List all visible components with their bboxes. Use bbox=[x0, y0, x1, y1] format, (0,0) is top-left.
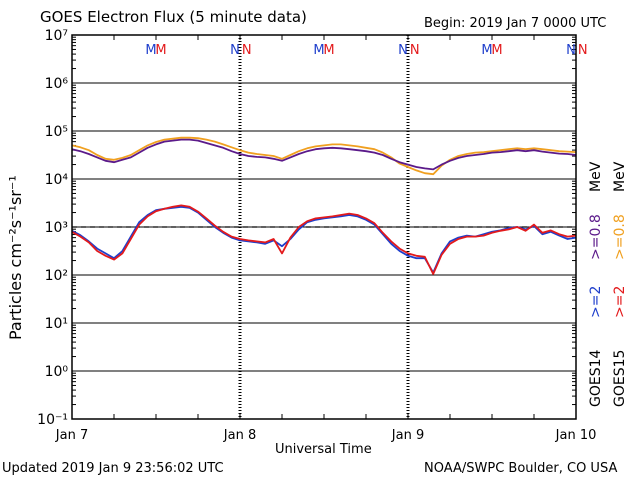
begin-timestamp: Begin: 2019 Jan 7 0000 UTC bbox=[424, 16, 607, 31]
updated-timestamp: Updated 2019 Jan 9 23:56:02 UTC bbox=[2, 461, 224, 476]
y-axis-label: Particles cm⁻²s⁻¹sr⁻¹ bbox=[6, 175, 25, 340]
series-line-goes14-2-mev bbox=[71, 205, 577, 274]
y-tick-label: 10² bbox=[45, 268, 68, 284]
series-layer bbox=[71, 136, 577, 275]
series-line-goes15-2-mev bbox=[71, 204, 577, 275]
series-line-goes15-0-8-mev bbox=[71, 136, 577, 176]
legend-goes14-ge08: >=0.8 bbox=[588, 214, 604, 260]
local-time-marker: N bbox=[242, 43, 252, 58]
chart-title: GOES Electron Flux (5 minute data) bbox=[40, 8, 307, 26]
local-time-marker: N bbox=[230, 43, 240, 58]
series-line-goes14-0-8-mev bbox=[71, 138, 577, 171]
x-axis-label: Universal Time bbox=[275, 442, 372, 457]
x-tick-label: Jan 10 bbox=[555, 428, 597, 443]
local-time-marker: M bbox=[313, 43, 324, 58]
local-time-marker: N bbox=[398, 43, 408, 58]
y-tick-label: 10⁷ bbox=[45, 28, 68, 44]
data-source: NOAA/SWPC Boulder, CO USA bbox=[424, 461, 618, 476]
local-time-marker: M bbox=[481, 43, 492, 58]
y-tick-label: 10⁶ bbox=[45, 76, 69, 92]
legend-goes15-ge2: >=2 bbox=[612, 285, 628, 318]
local-time-marker: N bbox=[578, 43, 588, 58]
local-time-marker: M bbox=[155, 43, 166, 58]
x-tick-label: Jan 9 bbox=[391, 428, 424, 443]
local-time-marker: N bbox=[566, 43, 576, 58]
y-tick-label: 10⁰ bbox=[45, 364, 69, 380]
y-tick-label: 10³ bbox=[45, 220, 68, 236]
x-tick-label: Jan 7 bbox=[55, 428, 88, 443]
legend-goes15-ge08: >=0.8 bbox=[612, 214, 628, 260]
legend-goes15: GOES15 bbox=[612, 349, 628, 407]
x-tick-label: Jan 8 bbox=[223, 428, 256, 443]
grid-layer bbox=[72, 35, 576, 419]
marker-layer: MM N N MM N N MM N N bbox=[145, 43, 587, 58]
y-tick-label: 10⁴ bbox=[45, 172, 69, 188]
y-tick-label: 10¹ bbox=[45, 316, 68, 332]
local-time-marker: M bbox=[323, 43, 334, 58]
y-tick-label: 10⁵ bbox=[45, 124, 68, 140]
legend-mev-b: MeV bbox=[612, 161, 628, 192]
legend-goes14-ge2: >=2 bbox=[588, 285, 604, 318]
y-tick-label: 10⁻¹ bbox=[37, 412, 68, 428]
local-time-marker: N bbox=[410, 43, 420, 58]
legend-mev-a: MeV bbox=[588, 161, 604, 192]
local-time-marker: M bbox=[145, 43, 156, 58]
local-time-marker: M bbox=[491, 43, 502, 58]
plot-frame bbox=[71, 34, 577, 420]
legend-goes14: GOES14 bbox=[588, 349, 604, 407]
